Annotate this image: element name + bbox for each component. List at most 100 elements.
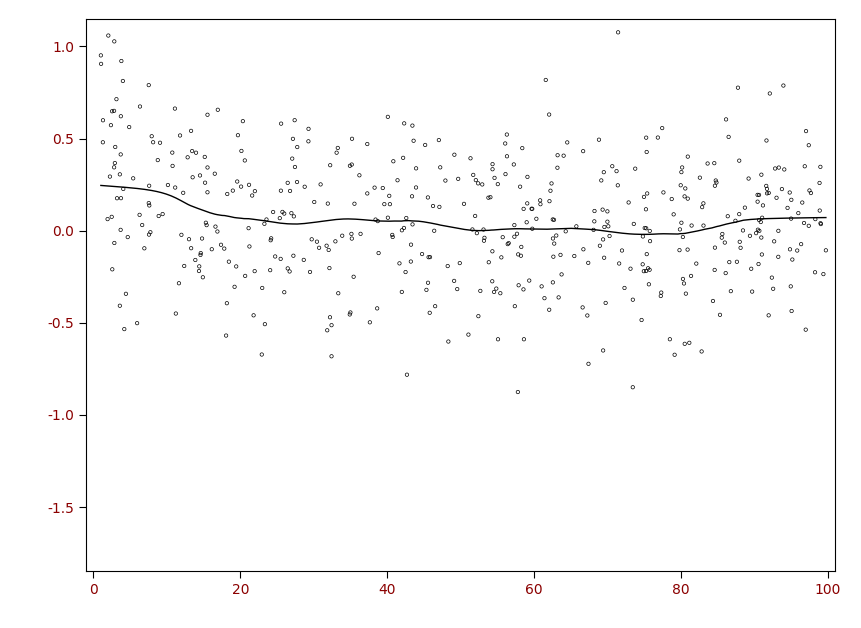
Point	[400, 370, 414, 380]
Point	[475, 180, 489, 190]
Point	[752, 259, 765, 269]
Point	[514, 242, 528, 252]
Point	[665, 194, 678, 204]
Point	[481, 193, 495, 203]
Point	[643, 226, 657, 236]
Point	[354, 229, 368, 239]
Point	[635, 315, 648, 325]
Point	[329, 236, 343, 246]
Point	[598, 222, 611, 232]
Point	[500, 151, 514, 161]
Point	[759, 181, 773, 191]
Point	[626, 382, 640, 392]
Point	[676, 274, 690, 284]
Point	[814, 162, 827, 172]
Point	[598, 298, 612, 308]
Point	[781, 203, 795, 213]
Point	[596, 345, 610, 355]
Point	[721, 211, 734, 221]
Point	[122, 122, 136, 132]
Point	[320, 325, 334, 335]
Point	[113, 170, 127, 180]
Point	[281, 263, 294, 273]
Point	[330, 148, 344, 158]
Point	[172, 278, 186, 288]
Point	[288, 115, 301, 125]
Point	[109, 94, 123, 104]
Point	[577, 244, 591, 254]
Point	[482, 257, 496, 268]
Point	[369, 215, 382, 225]
Point	[276, 207, 289, 217]
Point	[142, 181, 156, 191]
Point	[663, 334, 677, 344]
Point	[263, 265, 277, 275]
Point	[542, 196, 556, 206]
Point	[677, 278, 691, 288]
Point	[331, 288, 345, 298]
Point	[542, 305, 556, 315]
Point	[245, 190, 259, 200]
Point	[749, 228, 763, 238]
Point	[173, 131, 187, 141]
Point	[499, 169, 512, 179]
Point	[551, 150, 565, 160]
Point	[521, 172, 535, 182]
Point	[730, 257, 744, 267]
Point	[348, 198, 362, 208]
Point	[468, 211, 482, 221]
Point	[674, 218, 688, 228]
Point	[231, 130, 245, 140]
Point	[381, 112, 394, 122]
Point	[794, 239, 808, 249]
Point	[105, 212, 119, 222]
Point	[681, 193, 695, 203]
Point	[557, 151, 571, 161]
Point	[760, 184, 774, 194]
Point	[344, 308, 357, 318]
Point	[177, 261, 191, 271]
Point	[629, 164, 642, 174]
Point	[368, 183, 381, 193]
Point	[754, 232, 768, 242]
Point	[461, 330, 475, 340]
Point	[533, 195, 547, 205]
Point	[802, 185, 816, 195]
Point	[466, 224, 480, 234]
Point	[238, 271, 252, 281]
Point	[472, 311, 486, 321]
Point	[352, 170, 366, 180]
Point	[587, 216, 601, 226]
Point	[347, 272, 361, 282]
Point	[274, 254, 288, 264]
Point	[548, 239, 561, 249]
Point	[530, 214, 543, 224]
Point	[679, 289, 693, 299]
Point	[639, 266, 653, 276]
Point	[406, 136, 420, 146]
Point	[581, 258, 595, 268]
Point	[192, 261, 206, 271]
Point	[517, 284, 530, 295]
Point	[697, 220, 710, 230]
Point	[657, 187, 671, 197]
Point	[636, 231, 650, 241]
Point	[554, 250, 567, 260]
Point	[486, 246, 499, 256]
Point	[547, 215, 561, 225]
Point	[666, 209, 680, 219]
Point	[678, 183, 692, 193]
Point	[520, 217, 534, 227]
Point	[569, 221, 583, 231]
Point	[230, 176, 244, 187]
Point	[372, 248, 386, 258]
Point	[511, 387, 524, 397]
Point	[639, 204, 653, 214]
Point	[542, 109, 556, 119]
Point	[421, 278, 435, 288]
Point	[507, 160, 521, 170]
Point	[581, 359, 595, 369]
Point	[550, 163, 564, 173]
Point	[194, 248, 208, 258]
Point	[432, 202, 446, 212]
